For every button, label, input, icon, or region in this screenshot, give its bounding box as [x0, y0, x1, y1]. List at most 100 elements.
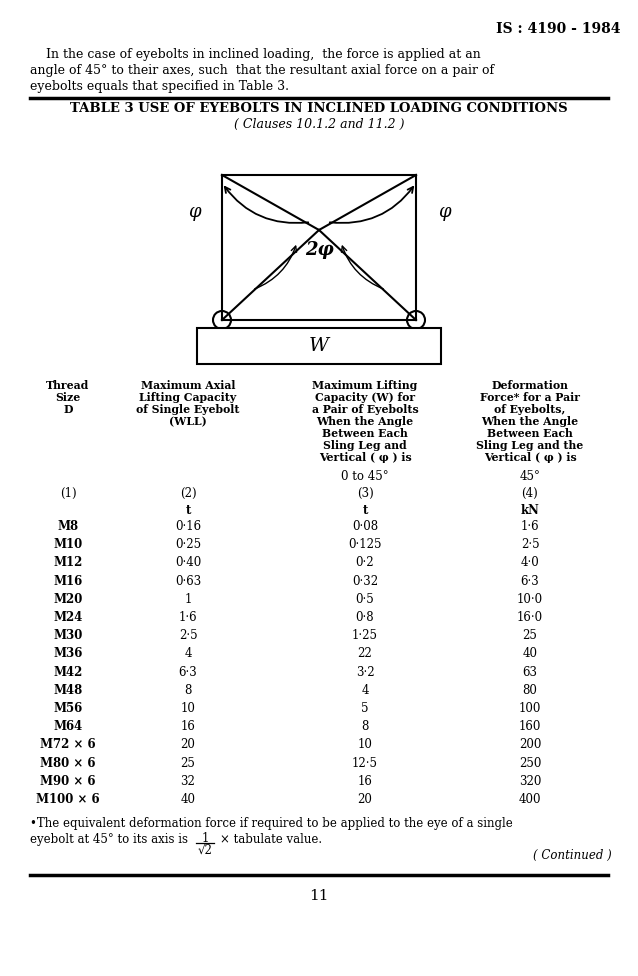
- Text: 63: 63: [523, 666, 537, 678]
- Text: Force* for a Pair: Force* for a Pair: [480, 392, 580, 403]
- Text: 0·40: 0·40: [175, 556, 201, 569]
- Text: M30: M30: [54, 630, 83, 642]
- Text: IS : 4190 - 1984: IS : 4190 - 1984: [496, 22, 620, 36]
- Text: Sling Leg and: Sling Leg and: [323, 440, 407, 451]
- Text: 2·5: 2·5: [521, 538, 539, 551]
- Text: 25: 25: [181, 756, 195, 770]
- Text: W: W: [309, 337, 329, 355]
- Text: M90 × 6: M90 × 6: [40, 775, 96, 788]
- Text: 0·125: 0·125: [348, 538, 382, 551]
- Text: 11: 11: [309, 889, 329, 903]
- Text: 16: 16: [357, 775, 373, 788]
- Text: (WLL): (WLL): [169, 416, 207, 427]
- Text: 0·8: 0·8: [356, 611, 375, 624]
- Text: t: t: [362, 504, 367, 517]
- Text: M24: M24: [54, 611, 83, 624]
- Text: 4: 4: [361, 684, 369, 697]
- Text: (2): (2): [180, 487, 197, 500]
- Text: ( Clauses 10.1.2 and 11.2 ): ( Clauses 10.1.2 and 11.2 ): [234, 118, 404, 131]
- Text: 1: 1: [202, 833, 209, 845]
- Text: Size: Size: [56, 392, 80, 403]
- Text: M72 × 6: M72 × 6: [40, 739, 96, 752]
- Text: M36: M36: [54, 647, 83, 661]
- Text: eyebolts equals that specified in Table 3.: eyebolts equals that specified in Table …: [30, 80, 289, 93]
- Text: φ: φ: [438, 203, 450, 221]
- Text: M42: M42: [54, 666, 83, 678]
- Text: 5: 5: [361, 702, 369, 715]
- Text: 10·0: 10·0: [517, 592, 543, 606]
- Text: When the Angle: When the Angle: [482, 416, 579, 427]
- Text: Capacity (W) for: Capacity (W) for: [315, 392, 415, 403]
- Text: 8: 8: [361, 720, 369, 733]
- Text: 22: 22: [358, 647, 373, 661]
- Text: angle of 45° to their axes, such  that the resultant axial force on a pair of: angle of 45° to their axes, such that th…: [30, 64, 494, 77]
- Text: 80: 80: [523, 684, 537, 697]
- Text: M80 × 6: M80 × 6: [40, 756, 96, 770]
- Text: Between Each: Between Each: [487, 428, 573, 439]
- Text: 16·0: 16·0: [517, 611, 543, 624]
- Text: 1·25: 1·25: [352, 630, 378, 642]
- Text: 6·3: 6·3: [179, 666, 197, 678]
- Text: M20: M20: [54, 592, 83, 606]
- Text: In the case of eyebolts in inclined loading,  the force is applied at an: In the case of eyebolts in inclined load…: [30, 48, 481, 61]
- Text: 0·2: 0·2: [356, 556, 375, 569]
- Text: M48: M48: [54, 684, 83, 697]
- Text: M12: M12: [54, 556, 83, 569]
- Text: 4·0: 4·0: [521, 556, 539, 569]
- Text: 10: 10: [181, 702, 195, 715]
- Text: 25: 25: [523, 630, 537, 642]
- Text: of Eyebolts,: of Eyebolts,: [494, 404, 566, 415]
- Text: Maximum Axial: Maximum Axial: [141, 380, 235, 391]
- Text: 400: 400: [519, 793, 541, 806]
- Text: 45°: 45°: [519, 470, 540, 483]
- Text: 160: 160: [519, 720, 541, 733]
- Text: Vertical ( φ ) is: Vertical ( φ ) is: [318, 452, 412, 463]
- Text: of Single Eyebolt: of Single Eyebolt: [137, 404, 240, 415]
- Text: •The equivalent deformation force if required to be applied to the eye of a sing: •The equivalent deformation force if req…: [30, 817, 513, 831]
- Text: 8: 8: [184, 684, 191, 697]
- Text: M64: M64: [54, 720, 83, 733]
- Text: (4): (4): [522, 487, 538, 500]
- FancyBboxPatch shape: [197, 328, 441, 364]
- Text: TABLE 3 USE OF EYEBOLTS IN INCLINED LOADING CONDITIONS: TABLE 3 USE OF EYEBOLTS IN INCLINED LOAD…: [70, 102, 568, 115]
- Text: D: D: [63, 404, 73, 415]
- Text: M8: M8: [57, 520, 78, 533]
- Text: 200: 200: [519, 739, 541, 752]
- Text: 10: 10: [357, 739, 373, 752]
- Text: 20: 20: [181, 739, 195, 752]
- Text: Thread: Thread: [47, 380, 89, 391]
- Text: ( Continued ): ( Continued ): [533, 849, 612, 862]
- Text: 0·32: 0·32: [352, 575, 378, 588]
- Text: √2: √2: [198, 844, 212, 857]
- Text: M10: M10: [54, 538, 83, 551]
- Text: 20: 20: [357, 793, 373, 806]
- Text: M56: M56: [54, 702, 83, 715]
- Text: 1·6: 1·6: [179, 611, 197, 624]
- Text: 2·5: 2·5: [179, 630, 197, 642]
- Text: Between Each: Between Each: [322, 428, 408, 439]
- Text: 40: 40: [523, 647, 537, 661]
- Text: t: t: [185, 504, 191, 517]
- Text: 3·2: 3·2: [356, 666, 375, 678]
- Text: 32: 32: [181, 775, 195, 788]
- Text: Sling Leg and the: Sling Leg and the: [477, 440, 584, 451]
- Text: 100: 100: [519, 702, 541, 715]
- Text: 0·63: 0·63: [175, 575, 201, 588]
- Text: Lifting Capacity: Lifting Capacity: [139, 392, 237, 403]
- Text: M100 × 6: M100 × 6: [36, 793, 100, 806]
- Text: 40: 40: [181, 793, 195, 806]
- Text: 1·6: 1·6: [521, 520, 539, 533]
- Text: 0·08: 0·08: [352, 520, 378, 533]
- Text: 0 to 45°: 0 to 45°: [341, 470, 389, 483]
- Text: (3): (3): [357, 487, 373, 500]
- Text: 12·5: 12·5: [352, 756, 378, 770]
- Text: 4: 4: [184, 647, 192, 661]
- Text: 0·5: 0·5: [355, 592, 375, 606]
- Text: eyebolt at 45° to its axis is: eyebolt at 45° to its axis is: [30, 834, 188, 846]
- Text: 320: 320: [519, 775, 541, 788]
- Text: × tabulate value.: × tabulate value.: [220, 834, 322, 846]
- Text: When the Angle: When the Angle: [316, 416, 413, 427]
- Text: 1: 1: [184, 592, 191, 606]
- Text: 6·3: 6·3: [521, 575, 539, 588]
- Text: φ: φ: [188, 203, 200, 221]
